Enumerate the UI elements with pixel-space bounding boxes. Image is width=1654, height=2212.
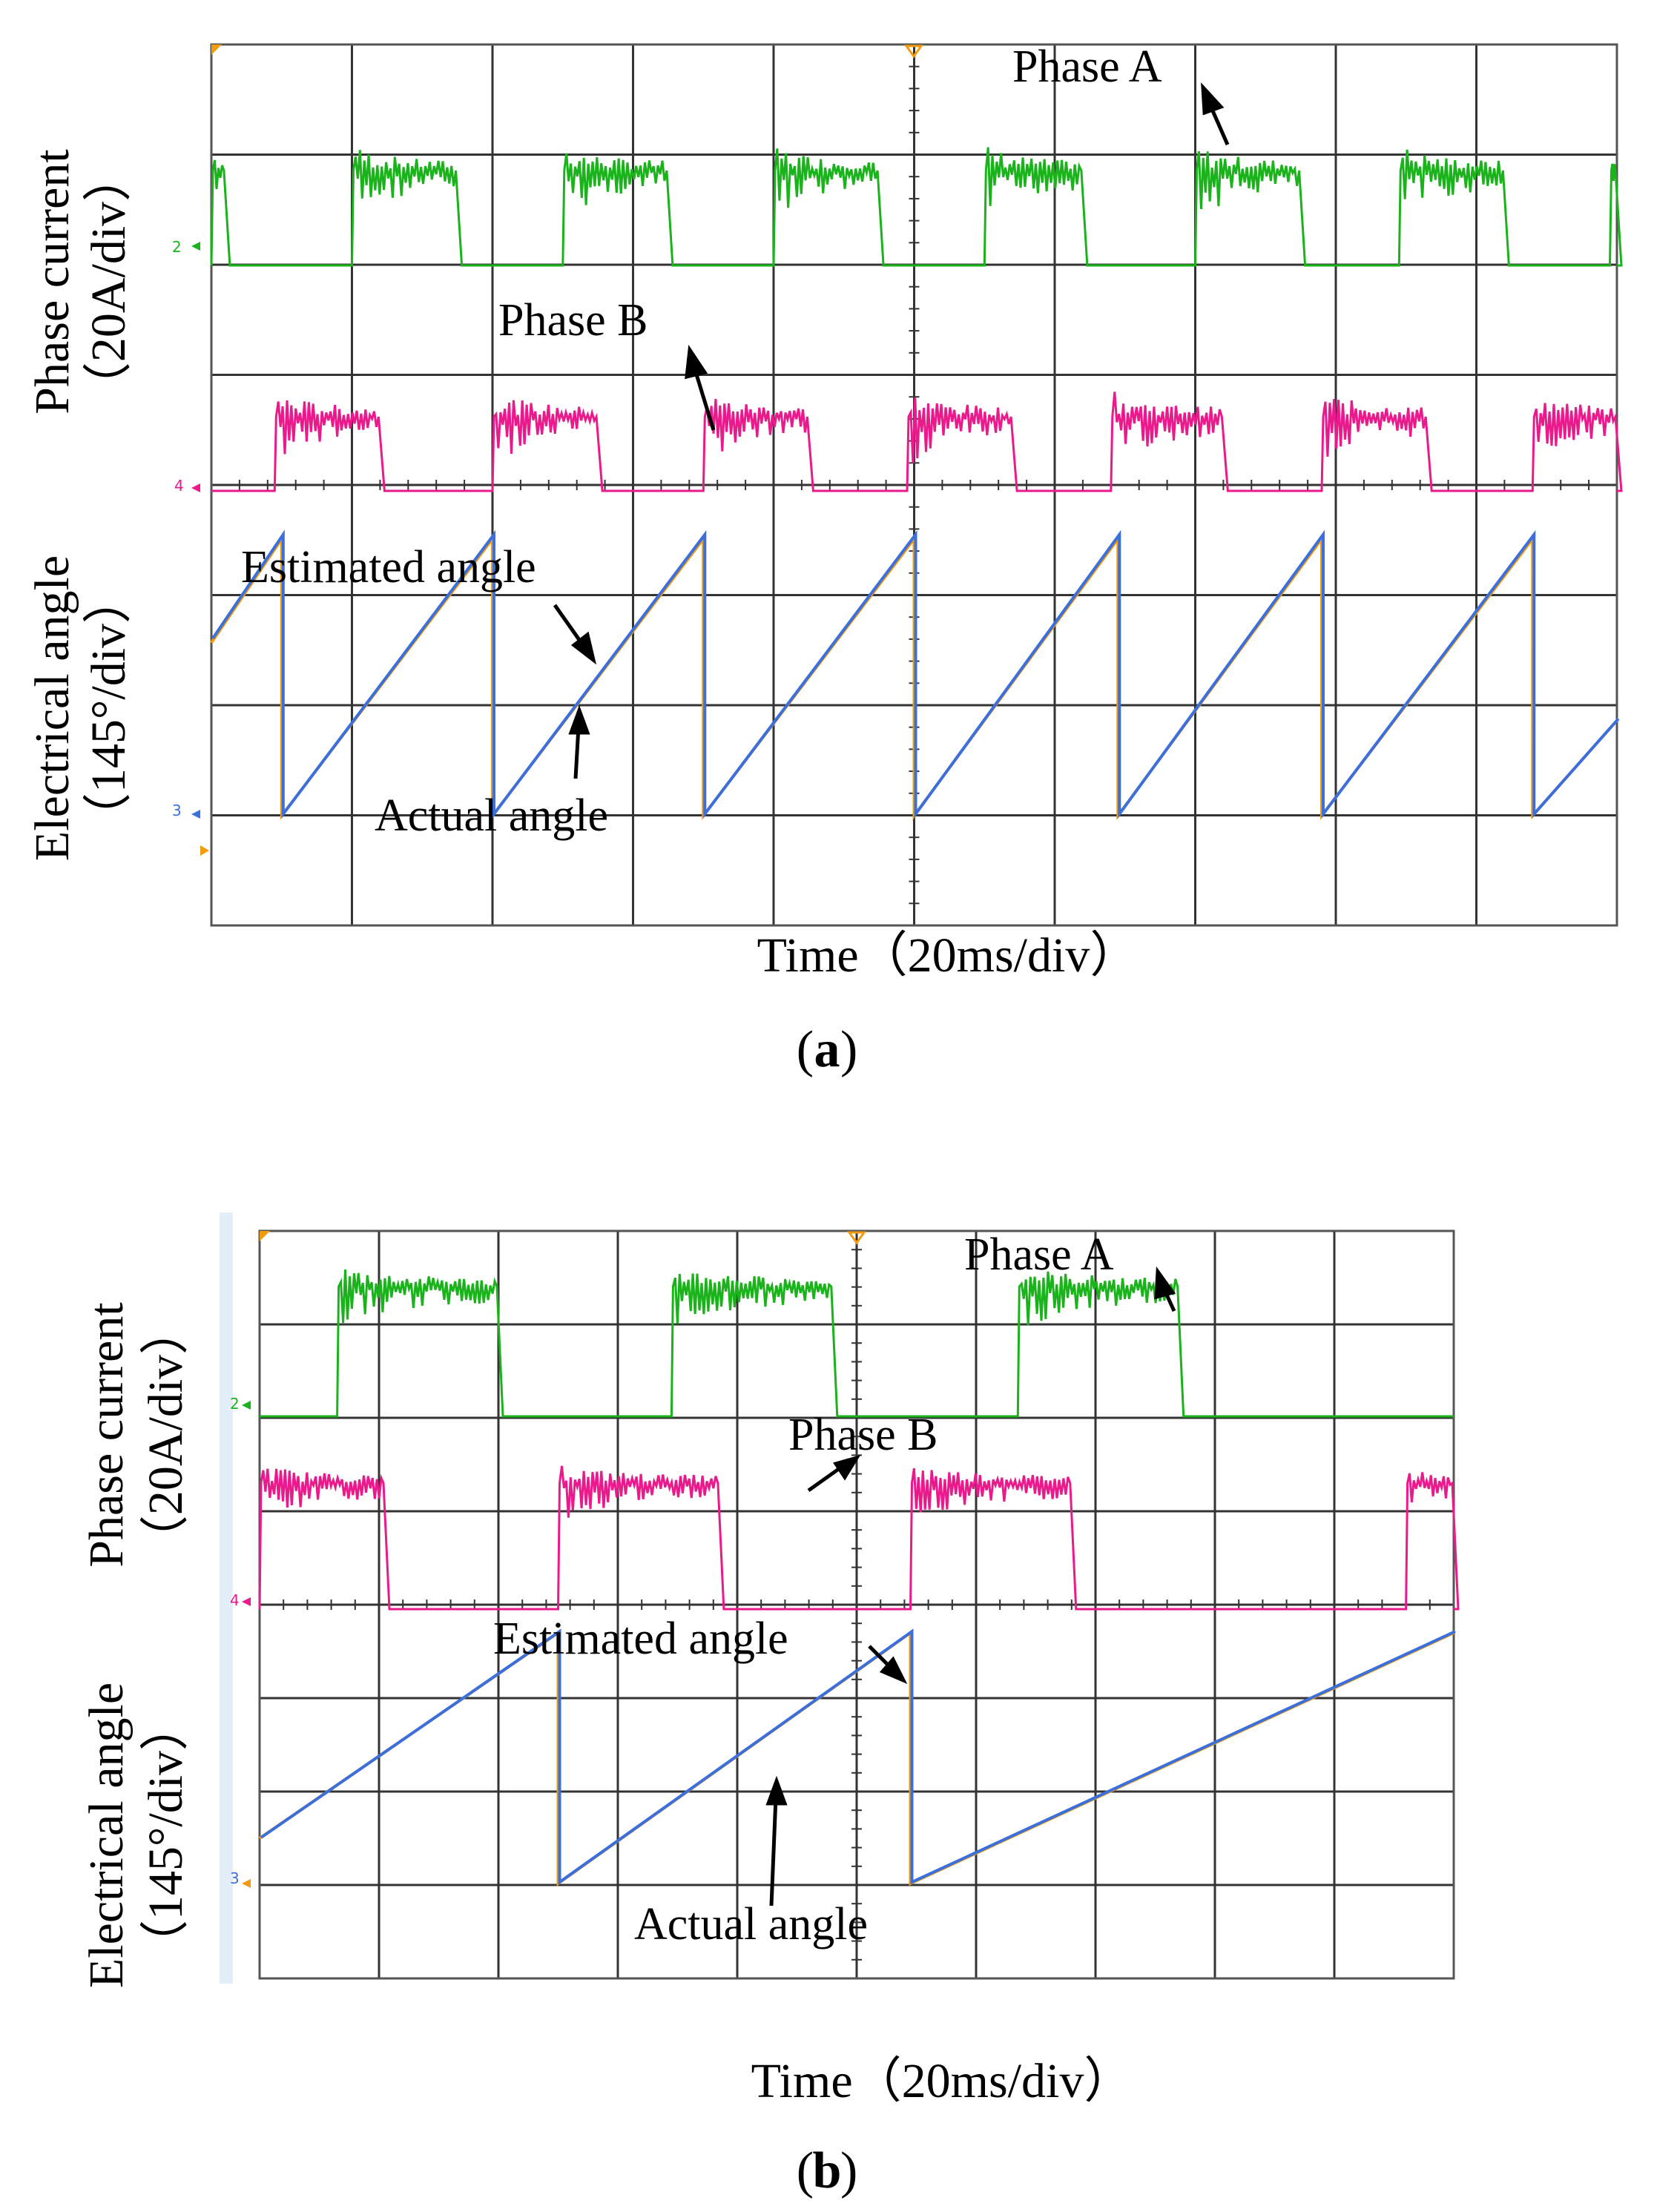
annotation-phase-a-b: Phase A bbox=[964, 1229, 1114, 1280]
arrow-head-estimated-b bbox=[879, 1656, 908, 1684]
ch2-marker-b: 2 bbox=[230, 1395, 240, 1413]
ch3-pointer-b bbox=[242, 1879, 251, 1888]
arrow-estimated-a bbox=[553, 604, 585, 647]
annotation-phase-b-a: Phase B bbox=[498, 295, 648, 346]
ylabel-current-b: Phase current bbox=[79, 1302, 134, 1567]
series-group-a bbox=[210, 147, 1623, 821]
phase-b-trace bbox=[258, 1465, 1460, 1611]
ch4-marker-b: 4 bbox=[230, 1591, 240, 1609]
trigger-marker-a bbox=[904, 44, 923, 59]
ylabel-current-unit-b: （20A/div） bbox=[139, 1306, 193, 1564]
arrow-head-phase-b-a bbox=[685, 344, 708, 380]
phase-a-trace bbox=[260, 1270, 1454, 1418]
arrow-actual-b bbox=[769, 1797, 778, 1906]
series-group-b bbox=[258, 1270, 1460, 1886]
caption-close-b: ) bbox=[840, 2142, 857, 2199]
annotation-actual-b: Actual angle bbox=[634, 1899, 868, 1949]
ch4-pointer-b bbox=[242, 1597, 251, 1606]
caption-close-a: ) bbox=[840, 1021, 857, 1078]
arrow-head-phase-a-a bbox=[1201, 82, 1225, 116]
caption-letter-b: b bbox=[813, 2142, 842, 2199]
arrow-head-phase-b-b bbox=[833, 1454, 861, 1481]
ch2-pointer-a bbox=[191, 242, 200, 251]
ch4-marker-a: 4 bbox=[174, 477, 184, 495]
annotation-estimated-b: Estimated angle bbox=[493, 1614, 788, 1664]
ylabel-angle-a: Electrical angle bbox=[25, 555, 79, 861]
trigger-corner-a bbox=[211, 44, 222, 55]
estimated-angle-trace bbox=[260, 1628, 1456, 1885]
ch2-pointer-b bbox=[242, 1401, 251, 1410]
arrow-head-actual-b bbox=[765, 1775, 788, 1806]
ylabel-angle-b: Electrical angle bbox=[79, 1683, 134, 1988]
annotation-phase-a-a: Phase A bbox=[1012, 42, 1162, 92]
ch3-marker-b: 3 bbox=[230, 1869, 240, 1887]
caption-open-a: ( bbox=[797, 1021, 814, 1078]
panel-a: 2 4 3 Phase current （20A/div） Electrical… bbox=[25, 42, 1623, 1078]
trigger-marker-b bbox=[847, 1231, 866, 1245]
xlabel-b: Time（20ms/div） bbox=[751, 2054, 1133, 2108]
ch3-marker-a: 3 bbox=[172, 802, 182, 819]
arrow-head-phase-a-b bbox=[1154, 1266, 1176, 1300]
plot-frame-a bbox=[210, 43, 1618, 927]
ylabel-angle-unit-b: （145°/div） bbox=[139, 1702, 193, 1969]
caption-open-b: ( bbox=[797, 2142, 814, 2199]
annotation-estimated-a: Estimated angle bbox=[241, 542, 536, 592]
ch3-pointer-a bbox=[191, 810, 200, 819]
caption-letter-a: a bbox=[814, 1021, 840, 1078]
xlabel-a: Time（20ms/div） bbox=[757, 928, 1139, 983]
estimated-angle-trace bbox=[211, 529, 1620, 819]
annotation-phase-b-b: Phase B bbox=[788, 1410, 938, 1460]
ylabel-current-unit-a: （20A/div） bbox=[82, 153, 136, 411]
arrow-head-estimated-a bbox=[570, 631, 597, 665]
left-strip-b bbox=[220, 1212, 233, 1984]
ch-pointer-orange-a bbox=[200, 845, 209, 856]
ch4-pointer-a bbox=[191, 483, 200, 492]
panel-b: 2 4 3 Phase current （20A/div） Electrical… bbox=[79, 1212, 1460, 2199]
ch2-marker-a: 2 bbox=[172, 238, 182, 256]
center-ticks-a bbox=[211, 44, 1618, 926]
arrow-actual-a bbox=[573, 726, 581, 779]
ylabel-angle-unit-a: （145°/div） bbox=[82, 575, 136, 842]
arrow-head-actual-a bbox=[568, 704, 590, 735]
phase-b-trace bbox=[211, 392, 1623, 492]
ylabel-current-a: Phase current bbox=[25, 149, 79, 414]
phase-a-trace bbox=[210, 147, 1623, 267]
trigger-corner-b bbox=[260, 1231, 270, 1241]
arrow-phase-b-b bbox=[807, 1465, 843, 1493]
annotation-actual-a: Actual angle bbox=[375, 790, 608, 841]
